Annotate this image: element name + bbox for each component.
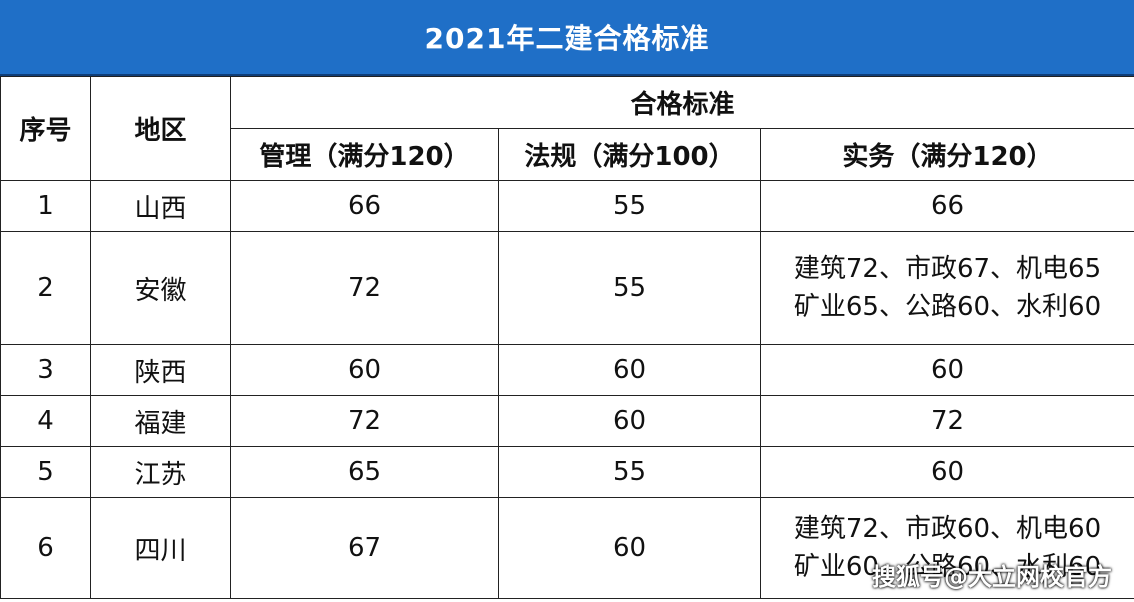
cell-practice: 66: [759, 180, 1134, 232]
header-seq: 序号: [0, 76, 91, 181]
practice-line: 矿业65、公路60、水利60: [793, 292, 1102, 322]
practice-line: 72: [930, 406, 965, 436]
cell-seq: 6: [0, 497, 91, 599]
table-row: 5 江苏 65 55 60: [0, 446, 1134, 498]
header-law: 法规（满分100）: [498, 128, 761, 181]
cell-practice: 60: [759, 446, 1134, 498]
cell-mgmt: 67: [230, 497, 499, 599]
cell-seq: 5: [0, 446, 91, 498]
cell-mgmt: 72: [230, 231, 499, 345]
cell-law: 60: [498, 395, 761, 447]
cell-practice: 建筑72、市政67、机电65 矿业65、公路60、水利60: [759, 231, 1134, 345]
table-title: 2021年二建合格标准: [0, 0, 1134, 76]
cell-region: 四川: [90, 497, 231, 599]
cell-law: 55: [498, 231, 761, 345]
practice-line: 60: [930, 355, 965, 385]
table-row: 2 安徽 72 55 建筑72、市政67、机电65 矿业65、公路60、水利60: [0, 231, 1134, 345]
cell-seq: 2: [0, 231, 91, 345]
cell-law: 60: [498, 497, 761, 599]
header-region: 地区: [90, 76, 231, 181]
cell-seq: 3: [0, 344, 91, 396]
cell-law: 55: [498, 446, 761, 498]
cell-region: 江苏: [90, 446, 231, 498]
practice-line: 建筑72、市政60、机电60: [793, 514, 1102, 544]
cell-practice: 60: [759, 344, 1134, 396]
cell-practice: 72: [759, 395, 1134, 447]
cell-mgmt: 60: [230, 344, 499, 396]
watermark: 搜狐号@大立网校官方: [872, 563, 1112, 591]
cell-seq: 4: [0, 395, 91, 447]
table-row: 1 山西 66 55 66: [0, 180, 1134, 232]
practice-line: 60: [930, 457, 965, 487]
practice-line: 矿业60、公路60、水利60: [793, 552, 1102, 582]
cell-region: 福建: [90, 395, 231, 447]
cell-region: 陕西: [90, 344, 231, 396]
cell-law: 55: [498, 180, 761, 232]
cell-law: 60: [498, 344, 761, 396]
table-row: 4 福建 72 60 72: [0, 395, 1134, 447]
table-row: 6 四川 67 60 建筑72、市政60、机电60 矿业60、公路60、水利60: [0, 497, 1134, 599]
cell-region: 安徽: [90, 231, 231, 345]
cell-mgmt: 72: [230, 395, 499, 447]
practice-line: 建筑72、市政67、机电65: [793, 254, 1102, 284]
pass-standard-table: 序号 地区 合格标准 管理（满分120） 法规（满分100） 实务（满分120）…: [0, 76, 1134, 599]
cell-region: 山西: [90, 180, 231, 232]
cell-mgmt: 66: [230, 180, 499, 232]
cell-seq: 1: [0, 180, 91, 232]
header-practice: 实务（满分120）: [759, 128, 1134, 181]
cell-mgmt: 65: [230, 446, 499, 498]
practice-line: 66: [930, 191, 965, 221]
header-mgmt: 管理（满分120）: [230, 128, 499, 181]
table-row: 3 陕西 60 60 60: [0, 344, 1134, 396]
cell-practice: 建筑72、市政60、机电60 矿业60、公路60、水利60: [759, 497, 1134, 599]
header-group: 合格标准: [229, 76, 1134, 129]
